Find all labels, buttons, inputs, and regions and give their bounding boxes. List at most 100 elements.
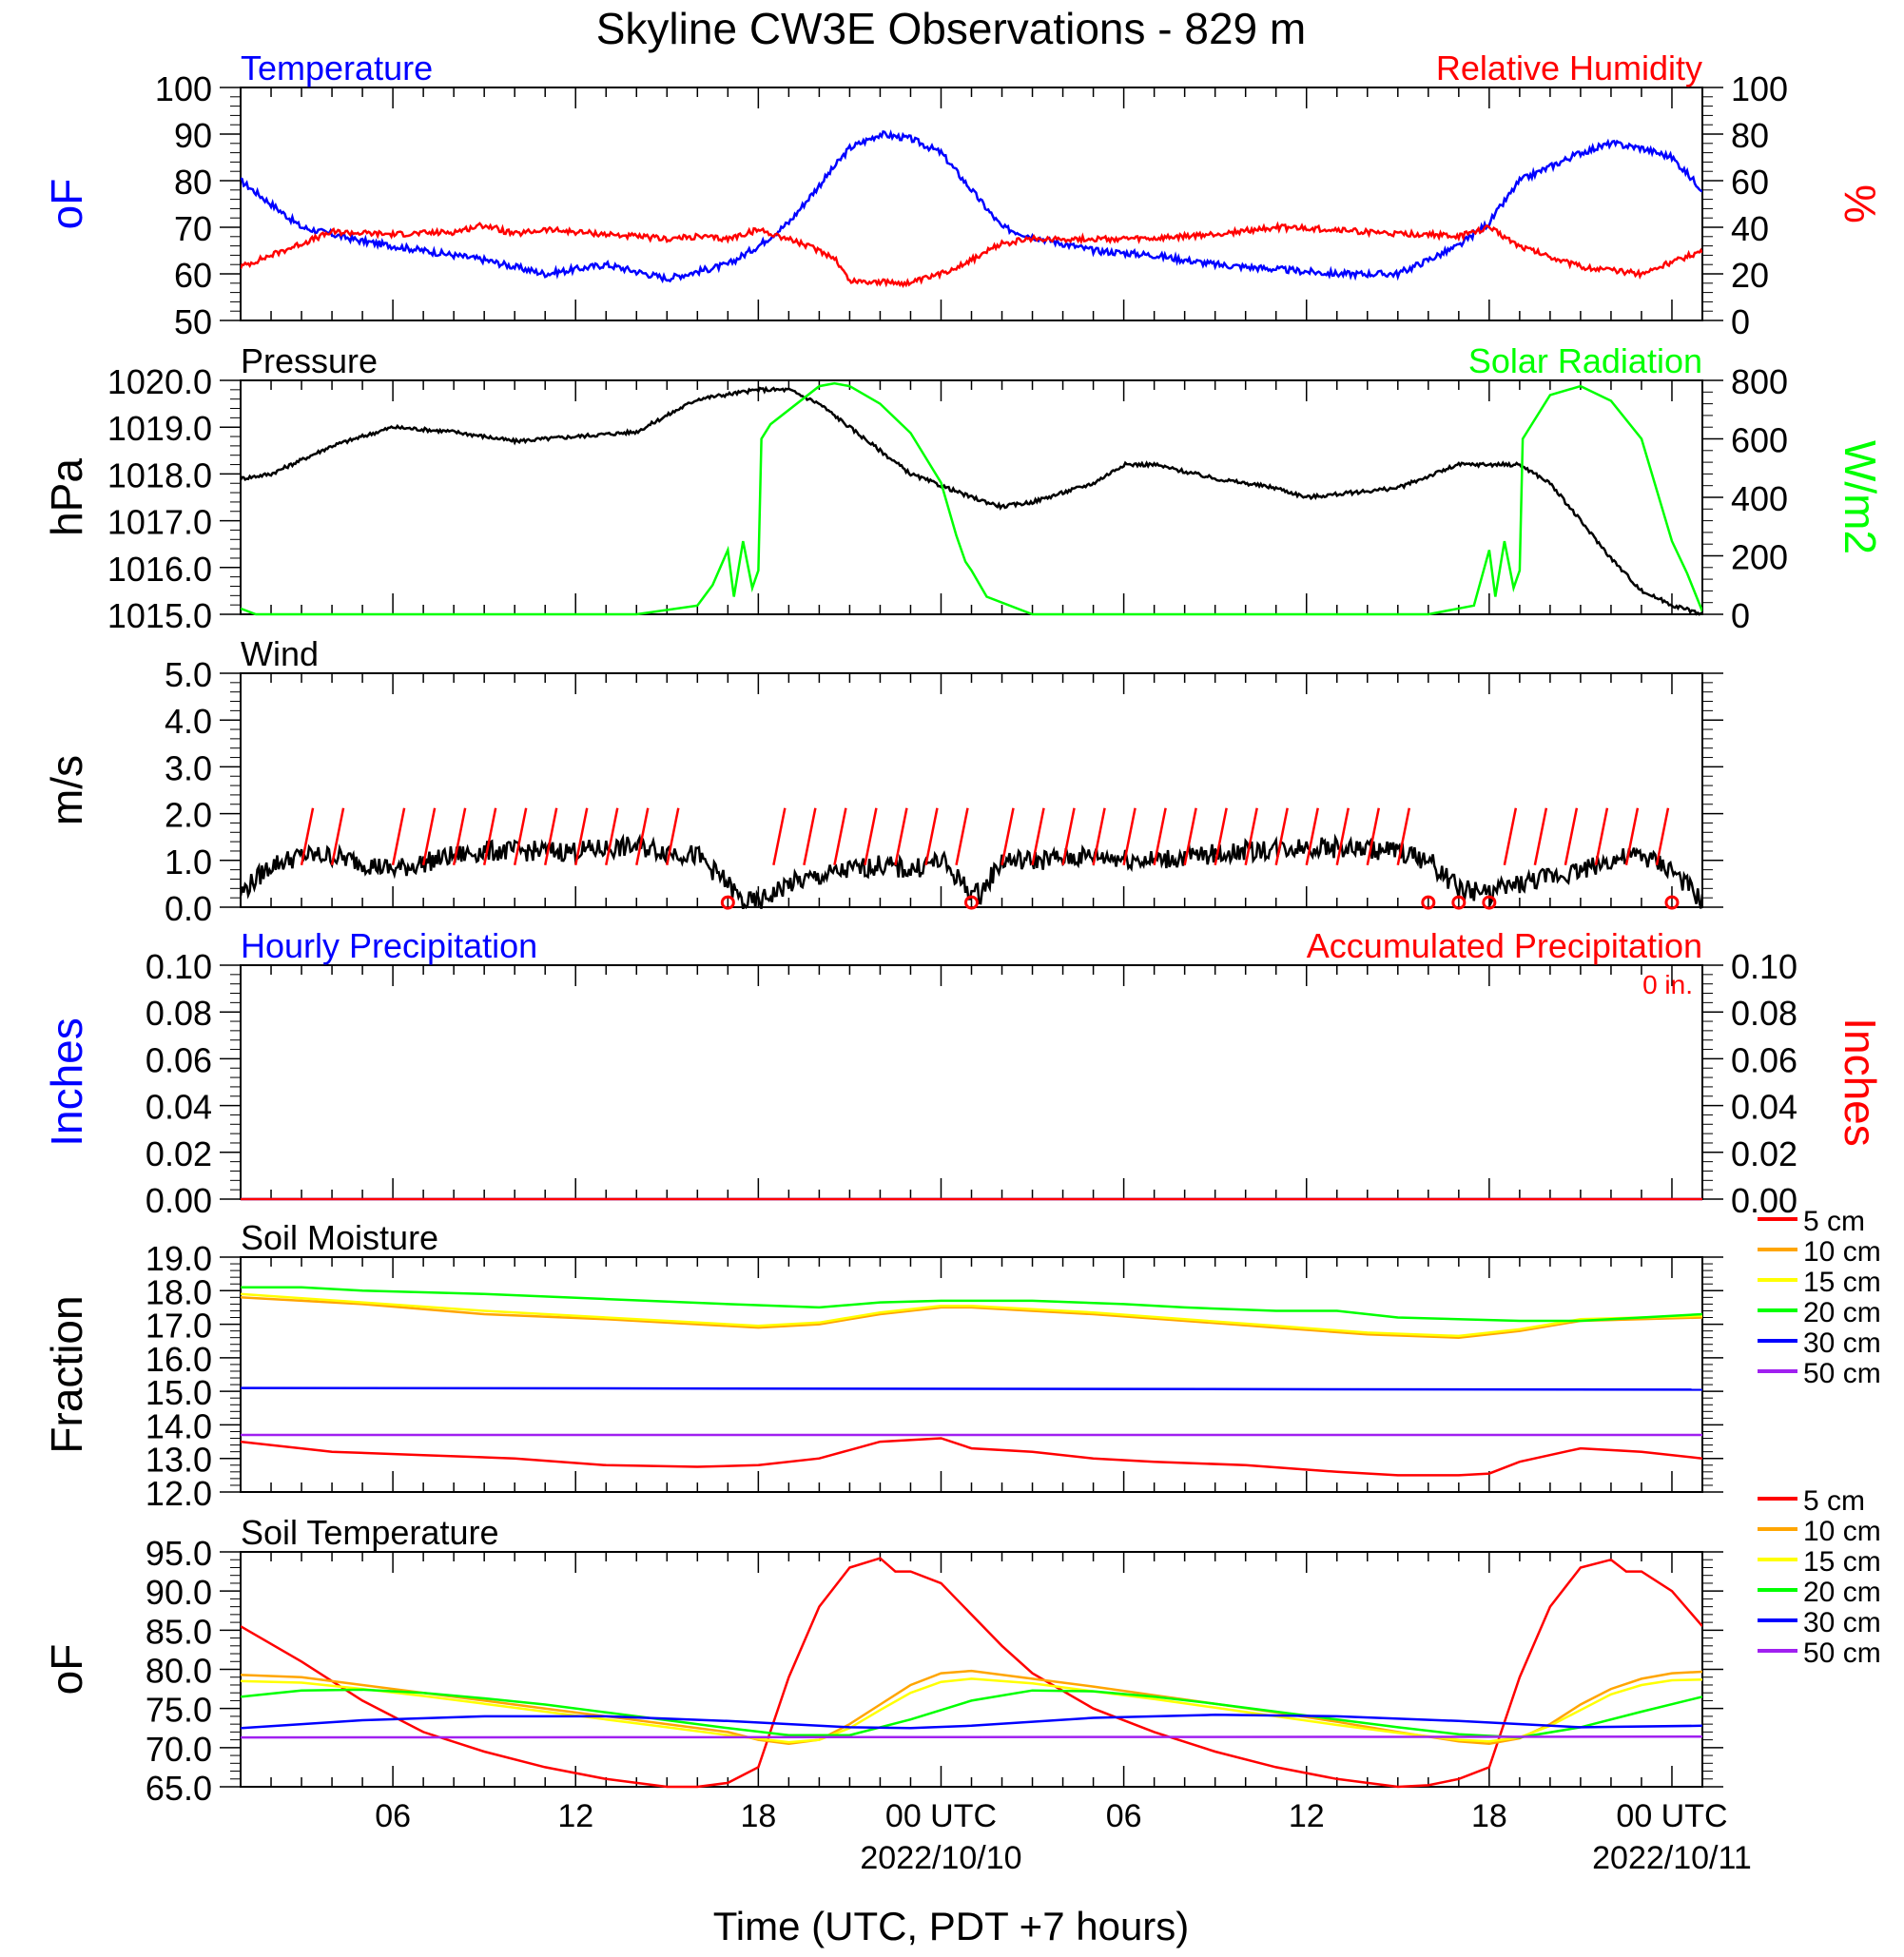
x-tick-label: 06 [375,1798,411,1834]
y-tick-label: 90.0 [146,1573,212,1612]
y-tick-label: 0.0 [165,889,212,928]
x-tick-label: 06 [1106,1798,1142,1834]
y-tick-label: 100 [155,69,212,108]
y-tick-label: 16.0 [146,1340,212,1379]
panel-title-left: Pressure [241,341,378,380]
panel-title-right: Accumulated Precipitation [1307,926,1702,965]
series-line-relative-humidity [241,221,1702,288]
y-tick-label: 18.0 [146,1272,212,1311]
y-tick-label: 65.0 [146,1769,212,1808]
series-line-15-cm [241,1677,1702,1744]
series-line-30-cm [241,1386,1702,1391]
legend-label: 5 cm [1803,1206,1865,1237]
x-tick-label: 18 [1471,1798,1507,1834]
panel-wind: 0.0 1.0 2.0 3.0 4.0 5.0 Wind m/s [42,634,1723,928]
x-date-label: 2022/10/10 [860,1840,1021,1876]
y-tick-label: 0.06 [146,1040,212,1079]
y-tick-label: 95.0 [146,1534,212,1573]
chart-title: Skyline CW3E Observations - 829 m [596,4,1307,53]
x-tick-label: 00 UTC [1616,1798,1727,1834]
y-tick-label: 17.0 [146,1307,212,1346]
y-tick-label-right: 400 [1731,479,1788,518]
x-tick-label: 12 [1289,1798,1325,1834]
y-tick-label-right: 200 [1731,538,1788,577]
calm-wind-marker [1421,895,1436,910]
legend-label: 10 cm [1803,1516,1881,1547]
wind-barb [1305,807,1319,865]
legend-label: 15 cm [1803,1546,1881,1578]
wind-barb [803,807,817,865]
wind-barb [452,807,467,865]
y-tick-label-right: 600 [1731,421,1788,460]
x-tick-label: 12 [557,1798,593,1834]
wind-barb [1092,807,1106,865]
series-line-50-cm [241,1735,1702,1739]
series-line-10-cm [241,1669,1702,1745]
calm-wind-marker [1482,895,1497,910]
wind-barb [1001,807,1015,865]
y-tick-label: 3.0 [165,748,212,787]
series-line-5-cm [241,1437,1702,1477]
legend-label: 20 cm [1803,1577,1881,1608]
legend-label: 10 cm [1803,1236,1881,1268]
legend-label: 20 cm [1803,1297,1881,1328]
y-tick-label: 70.0 [146,1730,212,1769]
series-line-15-cm [241,1292,1702,1338]
wind-barb [1335,807,1350,865]
y-tick-label: 5.0 [165,655,212,694]
series-line-20-cm [241,1286,1702,1323]
wind-barb [955,807,969,865]
wind-barb [1244,807,1258,865]
series-line-30-cm [241,1714,1702,1730]
y-tick-label-right: 20 [1731,256,1769,295]
wind-barb [1655,807,1670,865]
wind-barb [635,807,650,865]
legend-label: 15 cm [1803,1267,1881,1298]
wind-barb [1274,807,1289,865]
plot-frame [240,379,1703,615]
wind-barb [1594,807,1609,865]
y-tick-label-right: 0.02 [1731,1134,1797,1173]
panel-title-right: Solar Radiation [1468,341,1702,380]
wind-barb [1533,807,1548,865]
wind-barb [1061,807,1076,865]
y-axis-label-right: W/m2 [1836,440,1885,554]
y-tick-label-right: 40 [1731,209,1769,248]
y-tick-label: 19.0 [146,1239,212,1278]
wind-barb [1183,807,1197,865]
y-tick-label: 90 [174,116,212,155]
y-axis-label-left: m/s [42,755,91,825]
panel-title-right: Relative Humidity [1436,48,1702,87]
calm-wind-marker [1451,895,1467,910]
series-line-20-cm [241,1688,1702,1739]
y-tick-label: 4.0 [165,702,212,741]
legend-label: 30 cm [1803,1327,1881,1359]
y-tick-label: 0.04 [146,1088,212,1127]
legend-label: 50 cm [1803,1358,1881,1389]
wind-barb [924,807,939,865]
panel-soil_moisture: 12.013.014.015.016.017.018.019.0 Soil Moi… [42,1206,1881,1513]
y-axis-label-right: Inches [1836,1017,1885,1147]
y-tick-label: 2.0 [165,796,212,835]
legend-label: 50 cm [1803,1637,1881,1669]
y-tick-label-right: 100 [1731,69,1788,108]
panel-soil_temperature: 65.070.075.080.085.090.095.0 Soil Tempera… [42,1485,1881,1808]
wind-barb [391,807,406,865]
wind-barb [543,807,558,865]
panel-pressure_solar: 1015.0 1016.0 1017.0 1018.0 1019.0 1020.0 0 200… [42,341,1885,635]
legend-label: 30 cm [1803,1607,1881,1638]
series-line-pressure [241,385,1702,616]
series-line-10-cm [241,1296,1702,1339]
wind-barb [300,807,315,865]
y-tick-label-right: 0.08 [1731,994,1797,1033]
y-tick-label-right: 0.06 [1731,1040,1797,1079]
y-axis-label-left: Inches [42,1017,91,1147]
plot-frame [240,672,1703,908]
x-date-label: 2022/10/11 [1592,1840,1752,1876]
wind-barb [482,807,497,865]
wind-barb [1396,807,1411,865]
wind-barb [1503,807,1518,865]
series-line-solar-radiation [241,381,1702,616]
wind-barb [833,807,847,865]
